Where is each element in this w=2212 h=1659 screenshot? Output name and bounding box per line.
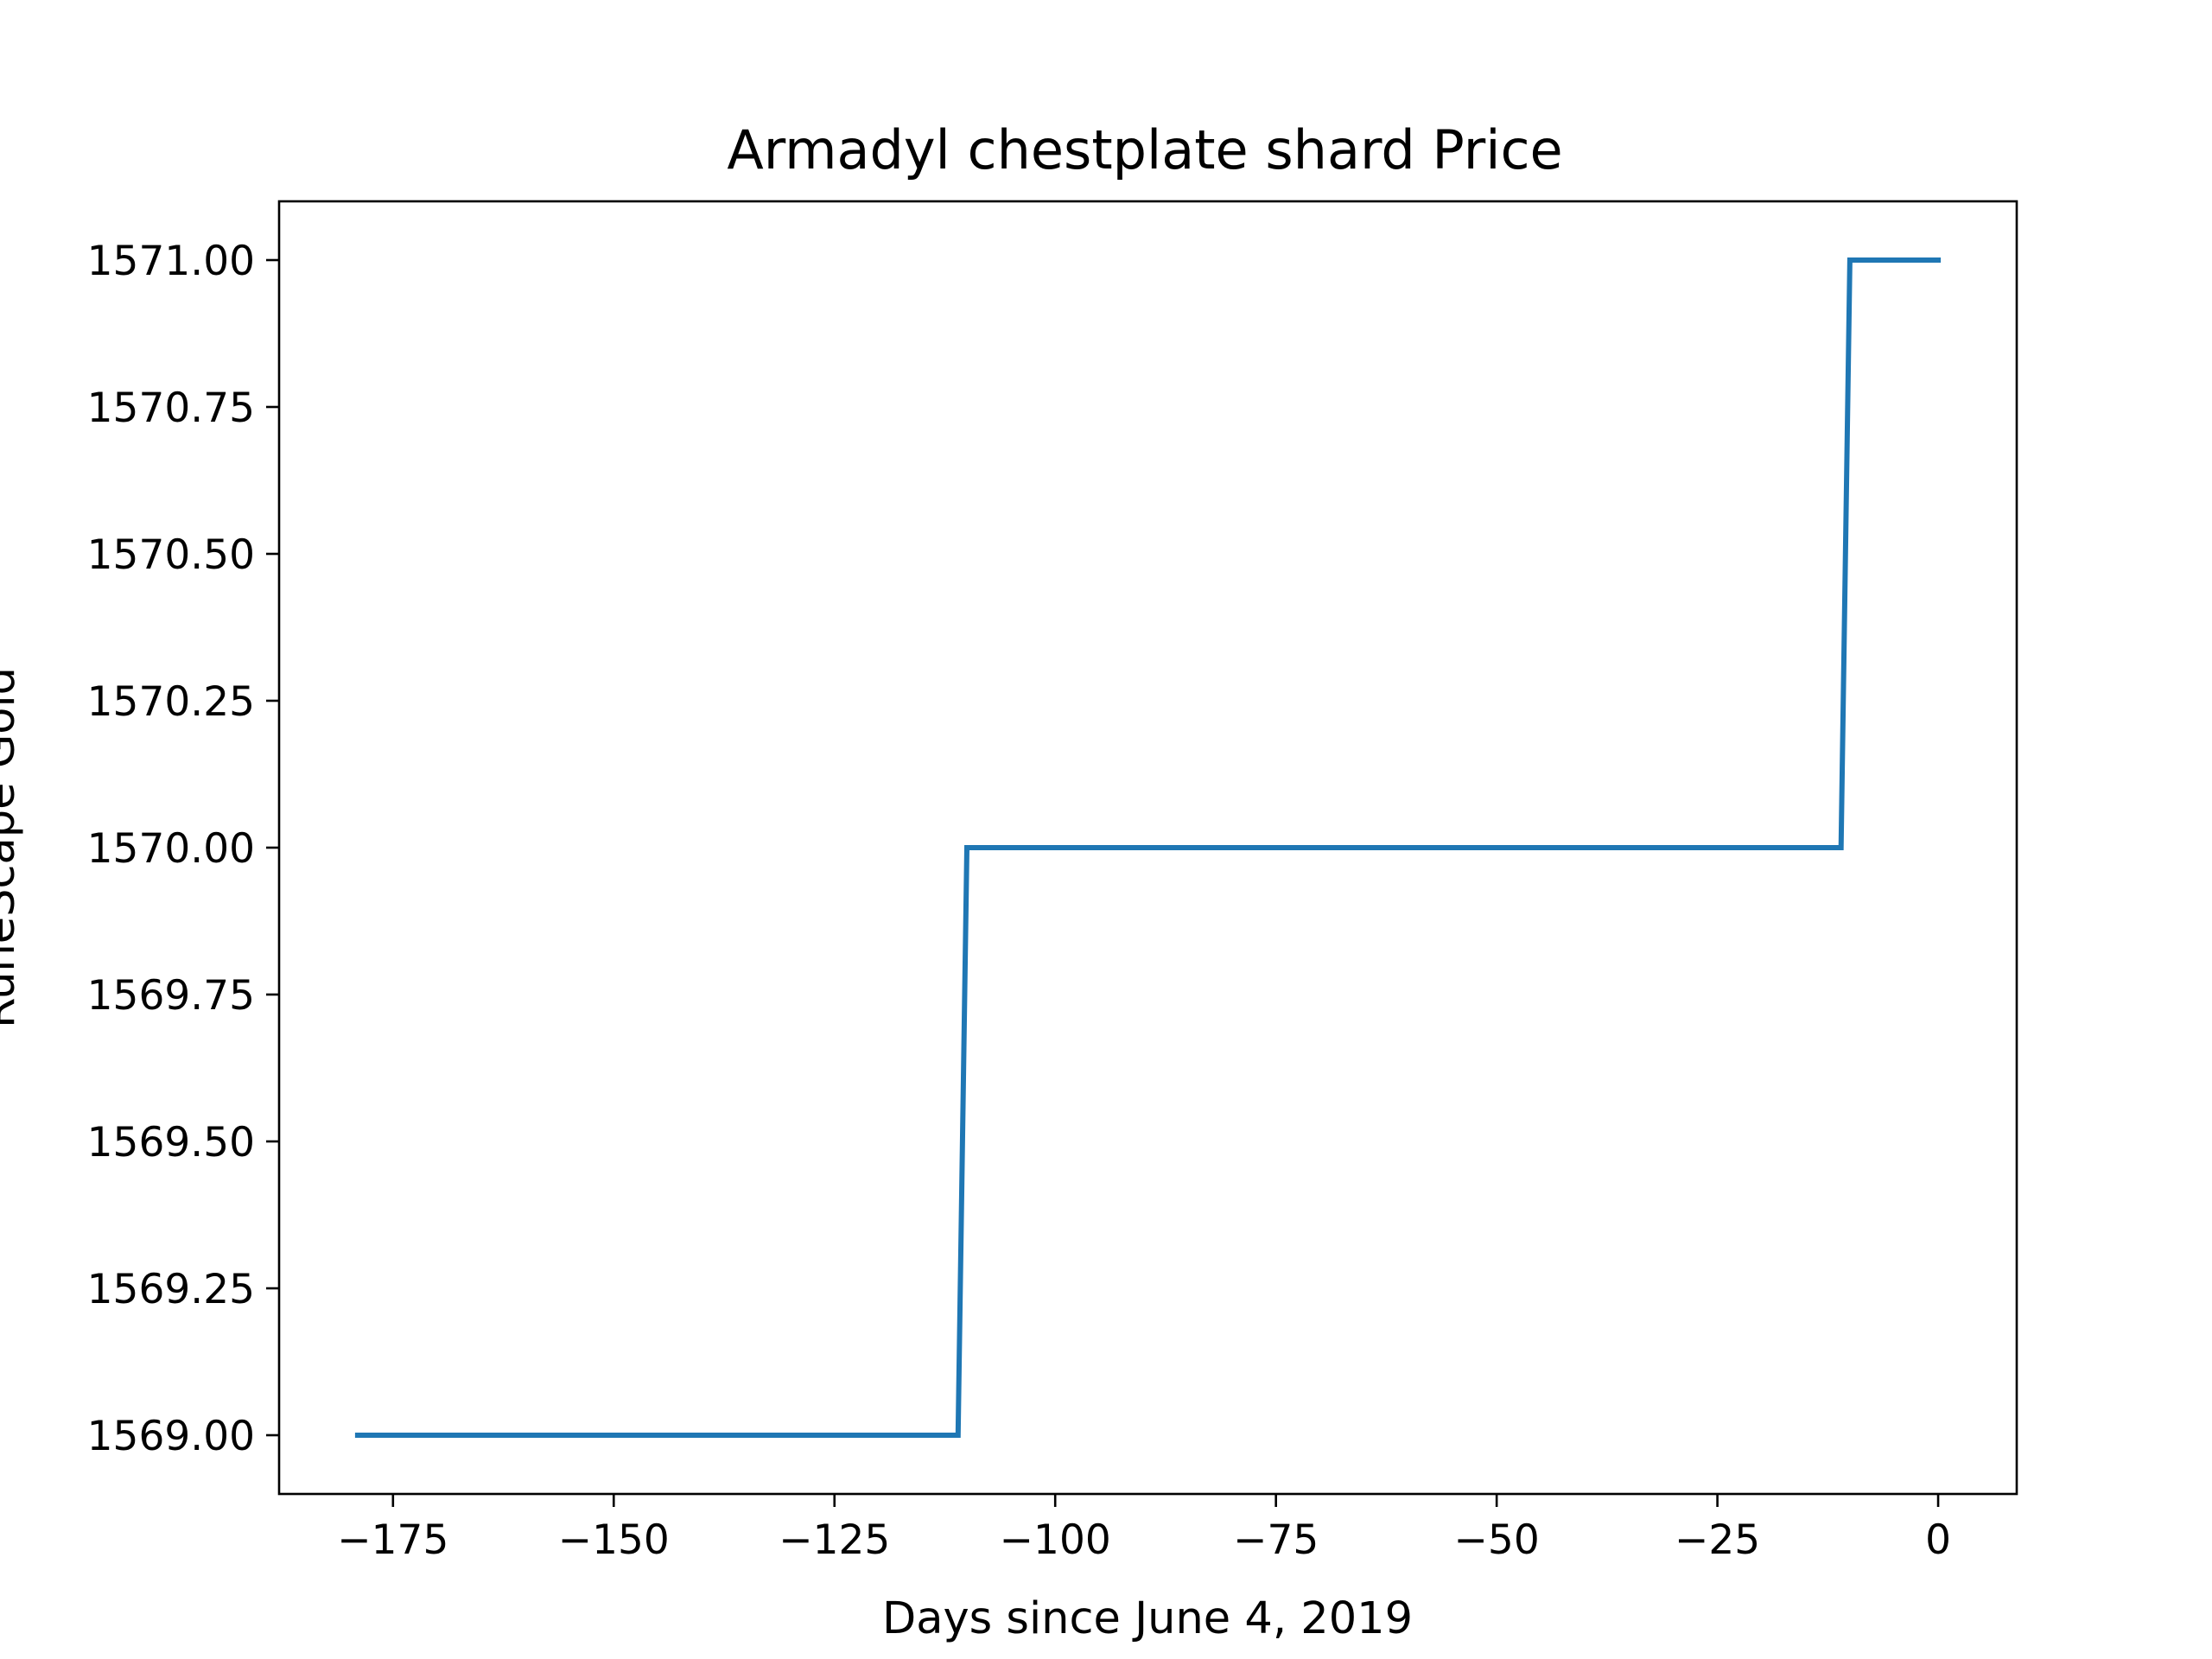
y-axis-ticks: 1569.00 1569.25 1569.50 1569.75 1570.00 1570.… xyxy=(87,238,279,1460)
y-tick-label: 1570.75 xyxy=(87,385,255,432)
series-layer xyxy=(354,257,1942,1438)
y-tick-label: 1569.50 xyxy=(87,1119,255,1166)
y-tick-label: 1570.00 xyxy=(87,825,255,873)
x-axis-ticks: −175 −150 −125 −100 −75 −50 −25 0 xyxy=(337,1494,1951,1564)
x-tick-label: −125 xyxy=(779,1516,890,1564)
y-tick-label: 1570.25 xyxy=(87,678,255,726)
x-axis-label: Days since June 4, 2019 xyxy=(882,1593,1413,1644)
y-tick-label: 1569.75 xyxy=(87,972,255,1020)
chart-title: Armadyl chestplate shard Price xyxy=(727,118,1562,181)
x-tick-label: −150 xyxy=(558,1516,670,1564)
x-tick-label: −100 xyxy=(1000,1516,1111,1564)
x-tick-label: −175 xyxy=(337,1516,448,1564)
y-tick-label: 1571.00 xyxy=(87,238,255,285)
plot-frame xyxy=(277,200,2018,1496)
x-tick-label: −75 xyxy=(1233,1516,1319,1564)
series-line-0 xyxy=(354,257,1942,1438)
y-tick-label: 1569.00 xyxy=(87,1413,255,1460)
x-tick-label: 0 xyxy=(1925,1516,1951,1564)
x-tick-label: −25 xyxy=(1675,1516,1760,1564)
x-tick-label: −50 xyxy=(1454,1516,1540,1564)
y-axis-label: RuneScape Gold xyxy=(0,667,25,1028)
y-tick-label: 1569.25 xyxy=(87,1266,255,1313)
y-tick-label: 1570.50 xyxy=(87,531,255,579)
